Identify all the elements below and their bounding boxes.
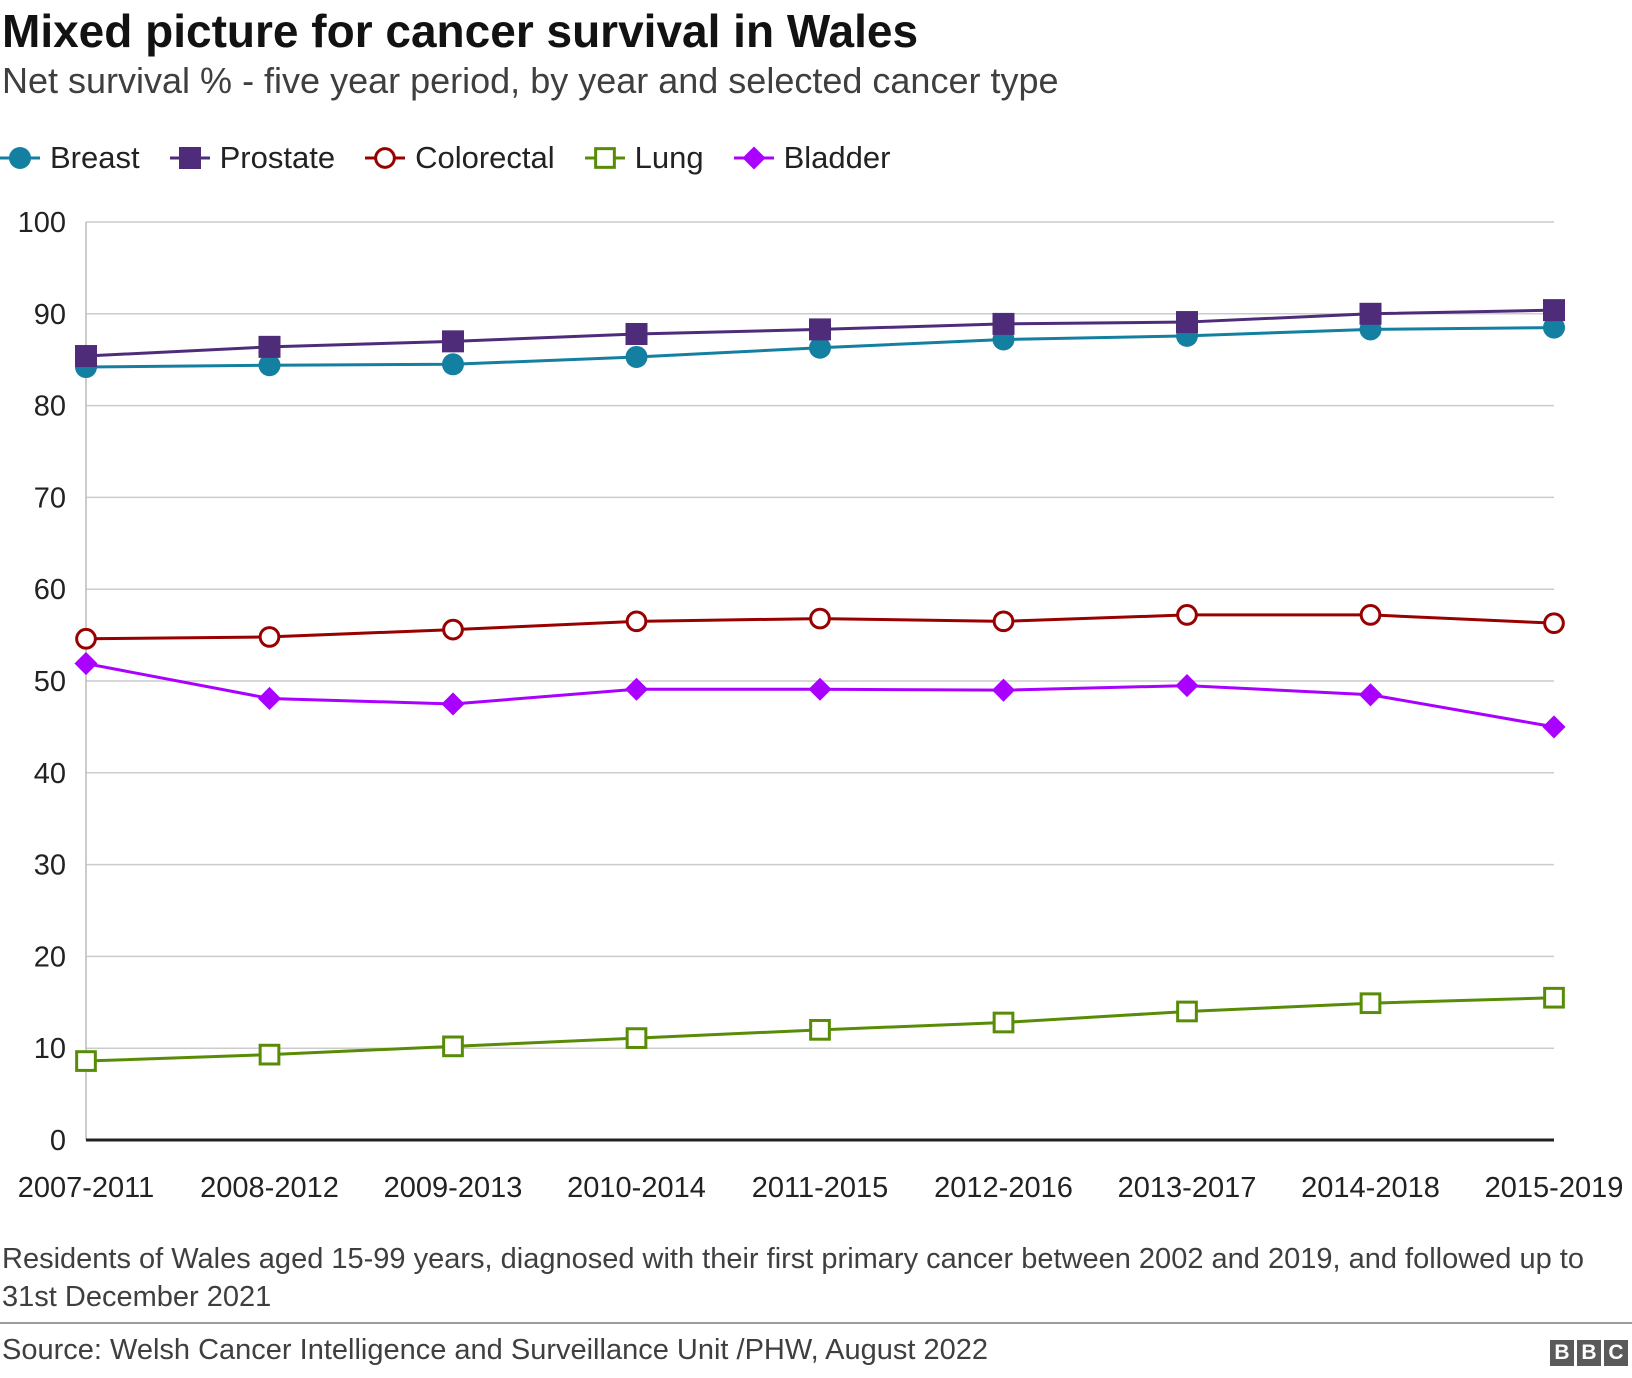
y-tick-label: 90 (34, 299, 66, 331)
data-point-prostate (1543, 299, 1565, 322)
data-point-prostate (625, 322, 648, 345)
legend-marker (9, 147, 31, 169)
bbc-logo-letter: B (1577, 1340, 1601, 1366)
data-point-lung (1176, 1000, 1198, 1023)
x-tick-label: 2008-2012 (200, 1172, 339, 1200)
data-point-colorectal (442, 618, 464, 641)
y-tick-label: 60 (34, 574, 66, 606)
data-point-bladder (1175, 674, 1199, 698)
data-point-lung (992, 1011, 1015, 1034)
y-tick-label: 20 (34, 941, 66, 973)
x-tick-label: 2010-2014 (567, 1172, 706, 1200)
data-point-prostate (442, 330, 464, 353)
legend-swatch (365, 147, 406, 169)
data-point-bladder (257, 686, 282, 710)
x-tick-label: 2007-2011 (18, 1172, 155, 1200)
footer-divider (0, 1322, 1632, 1324)
data-point-prostate (258, 335, 281, 358)
chart-note: Residents of Wales aged 15-99 years, dia… (2, 1243, 1584, 1313)
data-point-colorectal (992, 610, 1015, 633)
data-point-bladder (1358, 683, 1383, 707)
legend-label: Colorectal (415, 140, 555, 175)
legend-item-lung: Lung (584, 140, 704, 176)
x-tick-label: 2009-2013 (384, 1172, 523, 1200)
data-point-bladder (808, 677, 832, 701)
data-point-lung (1543, 986, 1565, 1009)
legend-swatch (0, 147, 40, 169)
data-point-colorectal (1543, 612, 1565, 635)
data-point-colorectal (1359, 604, 1382, 626)
data-point-bladder (991, 678, 1016, 702)
source-text: Source: Welsh Cancer Intelligence and Su… (2, 1334, 988, 1366)
data-point-breast (625, 345, 648, 368)
data-point-colorectal (258, 626, 281, 648)
data-point-breast (809, 336, 831, 359)
x-tick-label: 2014-2018 (1301, 1172, 1440, 1200)
legend-swatch (169, 147, 210, 169)
legend-label: Bladder (783, 140, 891, 175)
y-tick-label: 50 (34, 666, 66, 698)
legend-marker (742, 146, 766, 170)
data-point-lung (442, 1035, 464, 1058)
legend-label: Lung (634, 140, 704, 175)
data-point-bladder (441, 692, 465, 716)
data-point-lung (258, 1043, 281, 1066)
legend-swatch (733, 146, 774, 170)
bbc-logo: B B C (1547, 1340, 1628, 1366)
data-point-colorectal (809, 607, 831, 630)
legend-marker (178, 147, 201, 169)
y-tick-label: 40 (34, 758, 66, 790)
bbc-logo-letter: B (1550, 1340, 1574, 1366)
data-point-bladder (624, 677, 649, 701)
legend-swatch (584, 147, 625, 169)
x-tick-label: 2011-2015 (752, 1172, 889, 1200)
data-point-bladder (1542, 715, 1566, 739)
x-tick-label: 2015-2019 (1485, 1172, 1624, 1200)
data-point-colorectal (625, 610, 648, 633)
data-point-prostate (809, 318, 831, 341)
data-point-prostate (1359, 302, 1382, 325)
legend-item-bladder: Bladder (733, 140, 891, 176)
data-point-breast (258, 354, 281, 377)
legend: Breast Prostate Colorectal Lung Bladder (0, 134, 920, 182)
y-tick-label: 10 (34, 1033, 66, 1065)
legend-label: Prostate (219, 140, 336, 175)
y-tick-label: 80 (34, 391, 66, 423)
legend-marker (593, 147, 616, 169)
bbc-logo-letter: C (1604, 1340, 1628, 1366)
legend-label: Breast (50, 140, 140, 175)
legend-item-prostate: Prostate (169, 140, 336, 176)
data-point-bladder (74, 652, 98, 676)
chart-title: Mixed picture for cancer survival in Wal… (2, 5, 919, 57)
x-tick-label: 2012-2016 (934, 1172, 1073, 1200)
legend-item-colorectal: Colorectal (365, 140, 555, 176)
data-point-colorectal (1176, 604, 1198, 626)
y-tick-label: 30 (34, 850, 66, 882)
data-point-breast (1543, 316, 1565, 339)
data-point-breast (442, 353, 464, 376)
data-point-lung (809, 1018, 831, 1041)
x-tick-label: 2013-2017 (1118, 1172, 1257, 1200)
y-tick-label: 100 (18, 207, 66, 239)
line-chart: 0 10 20 30 40 50 60 70 80 90 100 2007-2011 2008-2012… (18, 207, 1624, 1200)
data-point-prostate (992, 312, 1015, 335)
data-point-colorectal (75, 627, 97, 650)
data-point-lung (75, 1050, 97, 1072)
data-point-prostate (75, 345, 97, 368)
y-tick-label: 70 (34, 482, 66, 514)
legend-item-breast: Breast (0, 140, 140, 176)
data-point-lung (625, 1027, 648, 1049)
legend-marker (374, 147, 396, 169)
data-point-lung (1359, 992, 1382, 1015)
y-tick-label: 0 (50, 1125, 66, 1157)
data-point-prostate (1176, 311, 1198, 334)
chart-subtitle: Net survival % - five year period, by ye… (2, 60, 1059, 101)
